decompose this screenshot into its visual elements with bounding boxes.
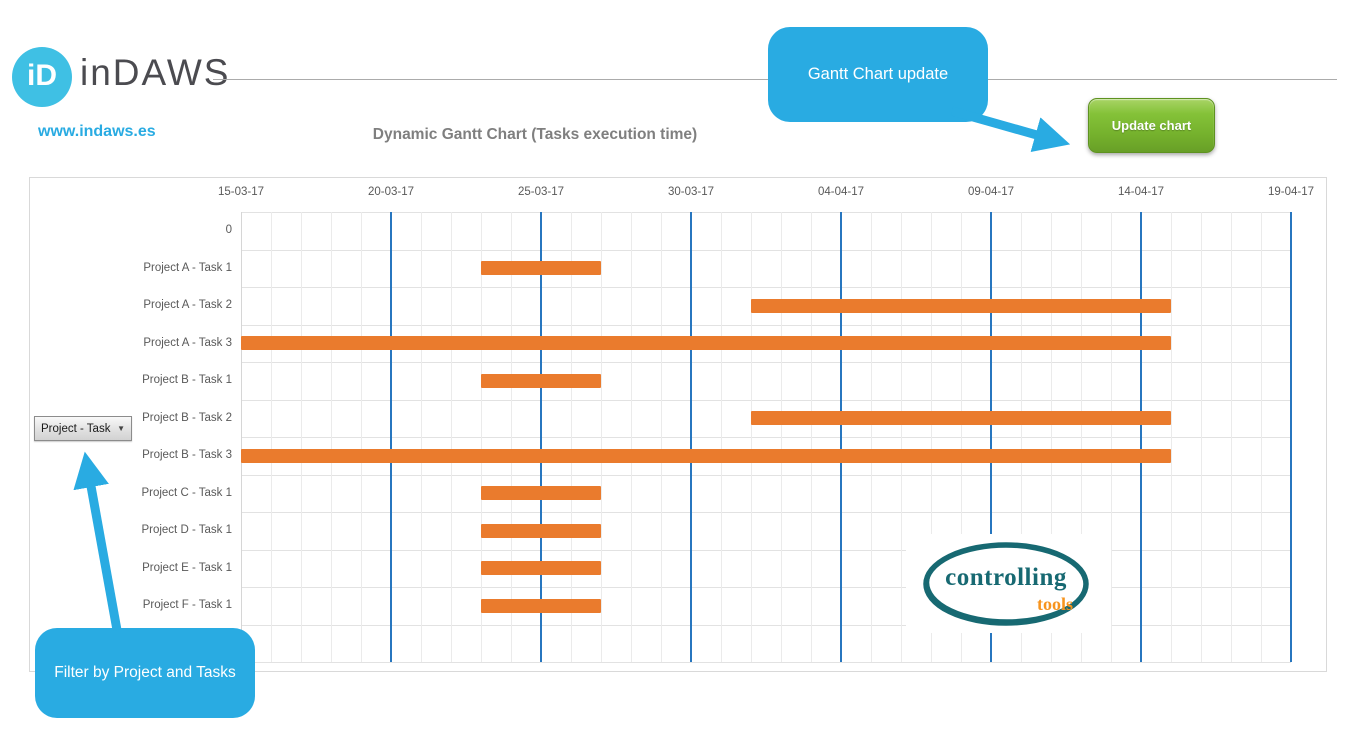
website-link[interactable]: www.indaws.es: [38, 123, 156, 140]
gantt-bar: [481, 598, 601, 613]
y-axis-category-label: Project B - Task 3: [142, 449, 232, 461]
minor-gridline: [631, 212, 632, 662]
x-axis-tick-label: 04-04-17: [817, 186, 865, 198]
project-task-filter-dropdown[interactable]: Project - Task ▼: [34, 416, 132, 441]
y-axis-category-label: Project F - Task 1: [142, 599, 232, 611]
y-axis-category-label: Project B - Task 1: [142, 374, 232, 386]
gantt-bar: [751, 298, 1171, 313]
row-gridline: [241, 212, 1291, 213]
minor-gridline: [241, 212, 242, 662]
row-gridline: [241, 399, 1291, 401]
y-axis-category-label: 0: [225, 224, 232, 236]
minor-gridline: [1231, 212, 1232, 662]
gantt-bar: [481, 561, 601, 576]
minor-gridline: [421, 212, 422, 662]
minor-gridline: [1021, 212, 1022, 662]
y-axis-category-label: Project C - Task 1: [141, 486, 232, 499]
minor-gridline: [511, 212, 512, 662]
arrow-to-filter-dropdown-icon: [73, 451, 122, 631]
controlling-tools-ellipse-icon: [923, 542, 1089, 626]
y-axis-category-label: Project A - Task 3: [143, 336, 232, 349]
x-axis-tick-label: 15-03-17: [217, 186, 265, 198]
row-gridline: [241, 437, 1291, 438]
minor-gridline: [871, 212, 872, 662]
minor-gridline: [601, 212, 602, 662]
y-axis-category-label: Project B - Task 2: [142, 411, 232, 424]
row-gridline: [241, 512, 1291, 513]
x-axis-tick-label: 19-04-17: [1267, 186, 1315, 198]
callout-filter: Filter by Project and Tasks: [35, 628, 255, 718]
gantt-bar: [481, 261, 601, 276]
row-gridline: [241, 324, 1291, 326]
x-axis-tick-label: 20-03-17: [367, 186, 415, 198]
minor-gridline: [1111, 212, 1112, 662]
gantt-bar: [481, 486, 601, 501]
gantt-chart: controlling tools 15-03-17 20-03-17 25-03-…: [29, 177, 1327, 672]
minor-gridline: [961, 212, 962, 662]
x-axis-tick-label: 25-03-17: [517, 186, 565, 198]
minor-gridline: [1171, 212, 1172, 662]
major-gridline: [1290, 212, 1292, 662]
gantt-bar: [481, 373, 601, 388]
gantt-bar: [481, 523, 601, 538]
row-gridline: [241, 362, 1291, 363]
y-axis-category-label: Project E - Task 1: [142, 561, 232, 574]
minor-gridline: [901, 212, 902, 662]
major-gridline: [390, 212, 392, 662]
x-axis-tick-label: 30-03-17: [667, 186, 715, 198]
x-axis-tick-label: 14-04-17: [1117, 186, 1165, 198]
y-axis-category-label: Project A - Task 1: [143, 261, 232, 274]
minor-gridline: [1261, 212, 1262, 662]
minor-gridline: [571, 212, 572, 662]
row-gridline: [241, 624, 1291, 626]
chevron-down-icon: ▼: [117, 424, 125, 433]
major-gridline: [540, 212, 542, 662]
chart-title: Dynamic Gantt Chart (Tasks execution tim…: [372, 126, 698, 143]
callout-gantt-update: Gantt Chart update: [768, 27, 988, 122]
controlling-text: controlling: [945, 564, 1067, 591]
minor-gridline: [721, 212, 722, 662]
gantt-bar: [241, 336, 1171, 351]
update-chart-button[interactable]: Update chart: [1088, 98, 1215, 153]
minor-gridline: [361, 212, 362, 662]
row-gridline: [241, 474, 1291, 476]
gantt-bar: [751, 411, 1171, 426]
controlling-tools-logo: controlling tools: [906, 534, 1111, 633]
gantt-bar: [241, 448, 1171, 463]
minor-gridline: [1081, 212, 1082, 662]
project-task-filter-label: Project - Task: [41, 422, 111, 435]
major-gridline: [990, 212, 992, 662]
minor-gridline: [271, 212, 272, 662]
arrow-to-update-button-icon: [950, 106, 1071, 152]
row-gridline: [241, 549, 1291, 551]
y-axis-category-label: Project D - Task 1: [141, 524, 232, 536]
x-axis-tick-label: 09-04-17: [967, 186, 1015, 198]
minor-gridline: [931, 212, 932, 662]
major-gridline: [1140, 212, 1142, 662]
row-gridline: [241, 249, 1291, 251]
indaws-logo-icon: iD: [12, 47, 72, 107]
minor-gridline: [481, 212, 482, 662]
minor-gridline: [751, 212, 752, 662]
minor-gridline: [661, 212, 662, 662]
row-gridline: [241, 287, 1291, 288]
update-chart-button-label: Update chart: [1111, 118, 1192, 133]
row-gridline: [241, 587, 1291, 588]
minor-gridline: [451, 212, 452, 662]
minor-gridline: [1051, 212, 1052, 662]
row-gridline: [241, 662, 1291, 663]
y-axis-category-label: Project A - Task 2: [143, 299, 232, 311]
minor-gridline: [781, 212, 782, 662]
callout-gantt-update-text: Gantt Chart update: [807, 65, 949, 83]
major-gridline: [840, 212, 842, 662]
major-gridline: [690, 212, 692, 662]
brand-name: inDAWS: [80, 52, 231, 93]
minor-gridline: [331, 212, 332, 662]
minor-gridline: [1201, 212, 1202, 662]
minor-gridline: [301, 212, 302, 662]
minor-gridline: [811, 212, 812, 662]
callout-filter-text: Filter by Project and Tasks: [54, 663, 236, 681]
tools-text: tools: [1037, 594, 1073, 614]
